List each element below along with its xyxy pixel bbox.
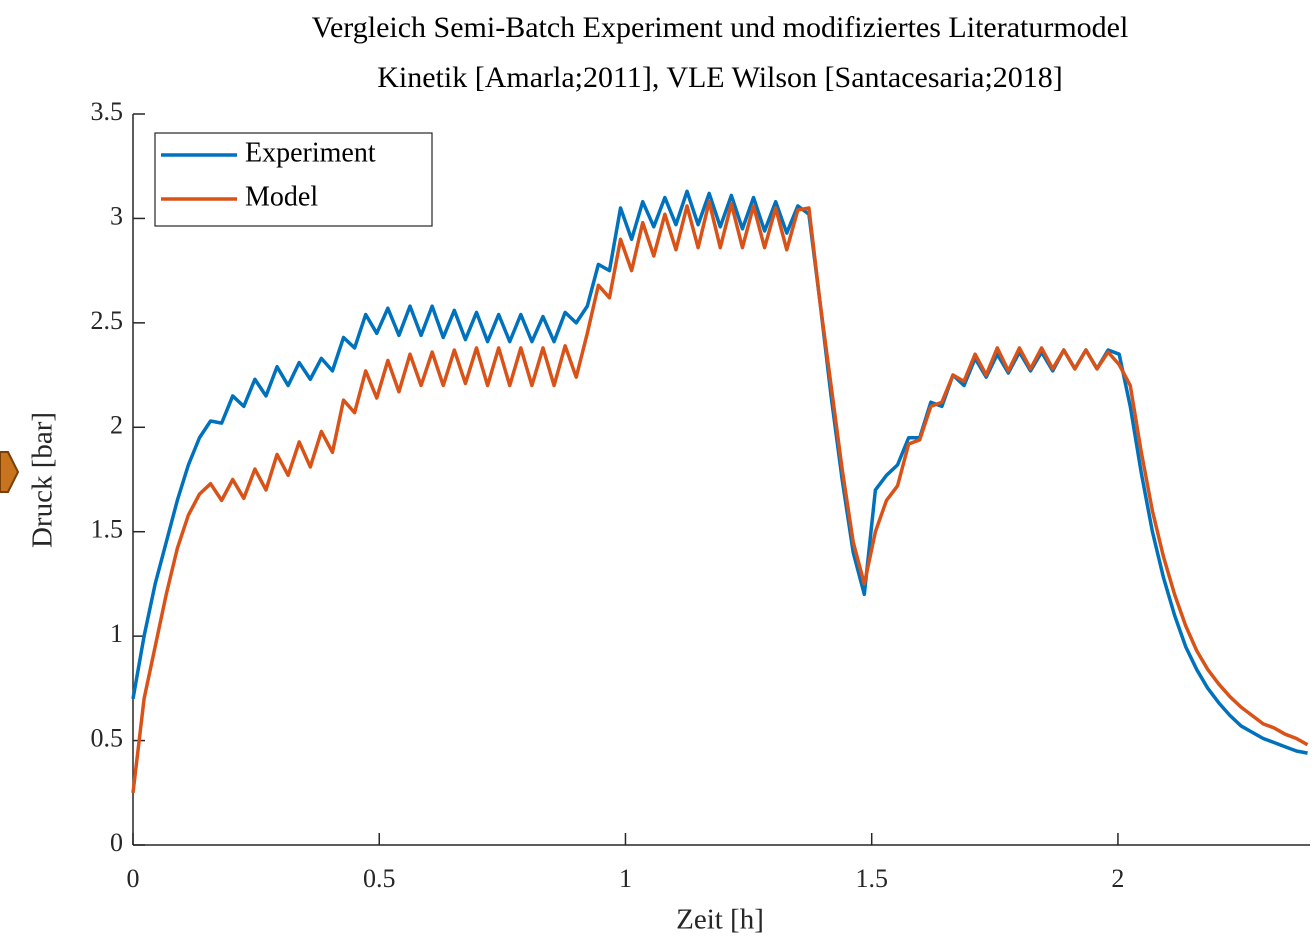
y-tick-label: 1.5 — [91, 515, 124, 544]
chart-title: Vergleich Semi-Batch Experiment und modi… — [312, 11, 1129, 44]
y-tick-label: 0.5 — [91, 724, 124, 753]
y-tick-label: 2.5 — [91, 306, 124, 335]
x-axis-label: Zeit [h] — [676, 904, 764, 936]
y-tick-label: 2 — [110, 410, 123, 439]
x-tick-label: 2 — [1111, 864, 1124, 893]
side-icon — [0, 451, 20, 493]
y-tick-label: 1 — [110, 619, 123, 648]
x-tick-label: 0.5 — [363, 864, 396, 893]
y-tick-label: 3.5 — [91, 97, 124, 126]
legend-box — [154, 132, 433, 227]
x-tick-label: 1 — [619, 864, 632, 893]
y-axis-label: Druck [bar] — [27, 412, 59, 548]
legend-label: Experiment — [245, 137, 376, 168]
data-line — [131, 199, 1309, 793]
data-line — [131, 189, 1308, 755]
legend-label: Model — [245, 181, 318, 212]
x-tick-label: 0 — [127, 864, 140, 893]
y-tick-label: 0 — [110, 828, 123, 857]
x-tick-label: 1.5 — [855, 864, 888, 893]
y-tick-label: 3 — [110, 201, 123, 230]
chart-subtitle: Kinetik [Amarla;2011], VLE Wilson [Santa… — [377, 61, 1063, 94]
